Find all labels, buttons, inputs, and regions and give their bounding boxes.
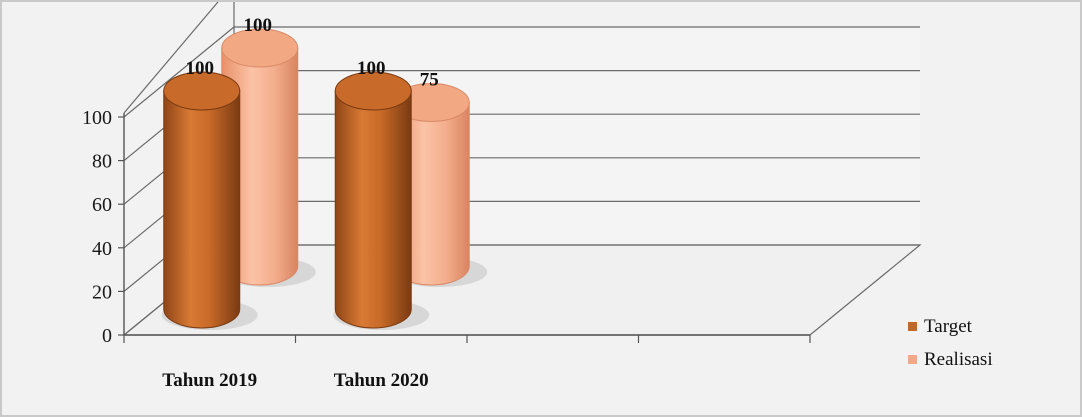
x-category-label: Tahun 2019	[162, 370, 257, 391]
bar-realisasi-2	[391, 83, 488, 287]
bar-body	[334, 90, 412, 329]
y-tick-label: 100	[82, 107, 112, 129]
bar-realisasi-1	[219, 28, 316, 287]
bar-body	[163, 90, 241, 329]
y-tick-label: 40	[92, 238, 112, 260]
legend-label-realisasi: Realisasi	[924, 349, 993, 370]
legend-swatch-realisasi	[908, 355, 917, 364]
bar-target-2	[333, 71, 430, 330]
bar-top	[163, 71, 241, 111]
data-label: 100	[186, 58, 215, 79]
data-label: 100	[357, 58, 386, 79]
y-tick-label: 80	[92, 151, 112, 173]
bar-target-1	[161, 71, 258, 330]
x-category-label: Tahun 2020	[334, 370, 429, 391]
y-tick-label: 20	[92, 281, 112, 303]
bar-top	[334, 71, 412, 111]
bar-top	[221, 28, 299, 68]
data-label: 75	[420, 70, 439, 91]
y-tick-label: 0	[102, 325, 112, 347]
gridline-side	[123, 26, 235, 118]
legend-swatch-target	[908, 322, 917, 331]
data-label: 100	[244, 15, 273, 36]
legend-label-target: Target	[924, 316, 973, 337]
y-tick-label: 60	[92, 194, 112, 216]
side-wall-top	[123, 2, 219, 114]
